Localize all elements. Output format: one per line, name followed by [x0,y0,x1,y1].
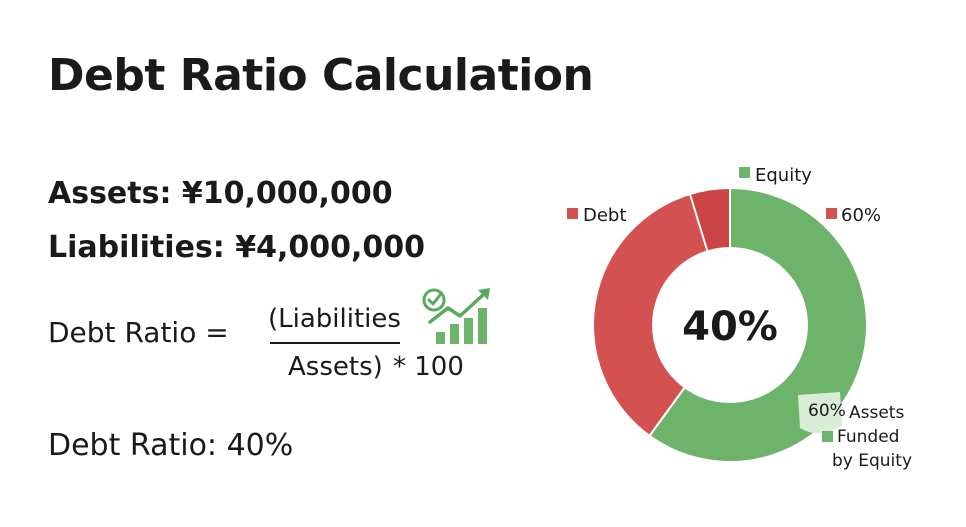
legend-equity-label: Equity [755,165,812,186]
formula-label: Debt Ratio = [48,316,229,349]
legend-percent-swatch [826,208,837,219]
growth-chart-check-icon [422,288,490,344]
debt-ratio-result: Debt Ratio: 40% [48,428,294,463]
legend-percent: 60% [826,205,881,226]
legend-debt-swatch [567,208,578,219]
center-label: 40% [682,304,778,350]
formula-numerator: (Liabilities [268,304,401,334]
callout-line-assets: Assets [849,403,904,423]
callout-swatch [822,431,833,442]
callout-value: 60% [808,401,846,421]
formula-denominator: Assets) [288,352,383,382]
callout-line-funded: Funded [837,427,899,447]
legend-equity: Equity [739,165,812,186]
callout-bubble [798,392,842,434]
legend-debt: Debt [567,205,626,226]
callout-line-equity: by Equity [832,451,912,471]
page-title: Debt Ratio Calculation [48,50,594,101]
equity-callout: 60% Assets Funded by Equity [798,392,912,471]
liabilities-value: Liabilities: ¥4,000,000 [48,230,426,265]
fraction-bar [270,342,400,344]
formula-multiplier: * 100 [393,352,464,382]
legend-debt-label: Debt [583,205,626,226]
donut-hole [652,247,808,403]
legend-percent-label: 60% [841,205,881,226]
legend-equity-swatch [739,167,750,178]
assets-value: Assets: ¥10,000,000 [48,176,393,211]
